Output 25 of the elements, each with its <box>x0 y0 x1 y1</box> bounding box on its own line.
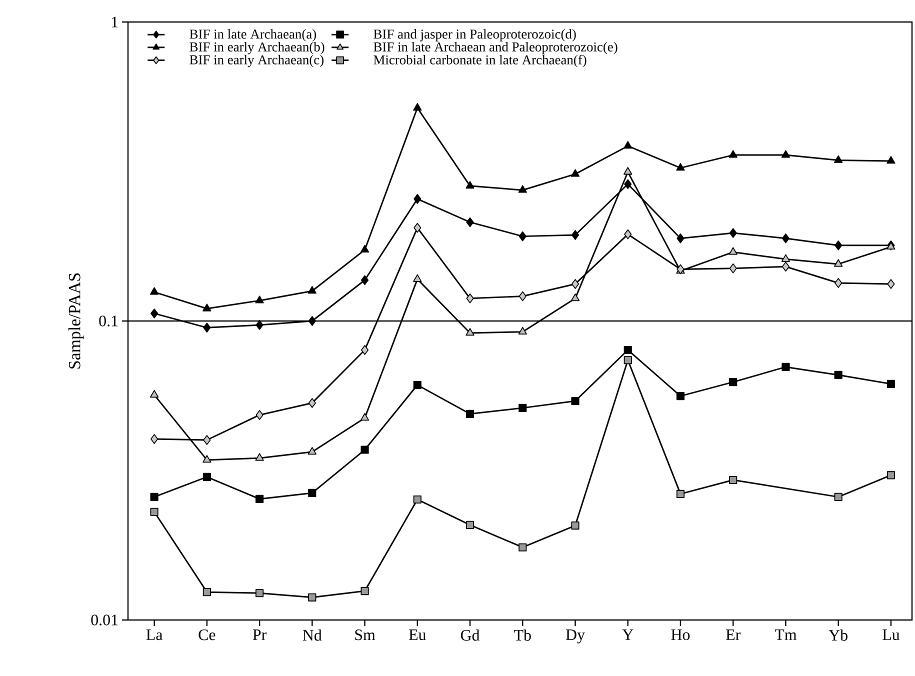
y-tick-label: 0.1 <box>99 316 118 326</box>
x-tick-label: Er <box>726 629 740 640</box>
x-tick-label: Nd <box>302 629 322 641</box>
legend-label: Microbial carbonate in late Archaean(f) <box>374 54 586 68</box>
x-tick-label: Yb <box>828 629 848 641</box>
x-tick-label: Eu <box>409 629 426 640</box>
x-tick-label: Ce <box>198 630 216 640</box>
x-tick-label: Pr <box>252 629 266 640</box>
x-tick-label: Sm <box>355 630 376 640</box>
x-tick-label: Tb <box>514 629 531 641</box>
legend-label: BIF in early Archaean(b) <box>190 42 324 54</box>
x-tick-label: Y <box>622 629 634 640</box>
x-tick-label: La <box>146 629 163 640</box>
x-tick-label: Gd <box>460 629 480 641</box>
legend-label: BIF and jasper in Paleoproterozoic(d) <box>374 29 576 42</box>
legend-label: BIF in late Archaean(a) <box>190 29 316 42</box>
y-axis-title: Sample/PAAS <box>68 273 84 368</box>
x-tick-label: Ho <box>671 629 690 640</box>
y-tick-label: 0.01 <box>91 614 118 626</box>
legend-label: BIF in late Archaean and Paleoproterozoic(e) <box>374 42 618 54</box>
x-tick-label: Dy <box>566 629 585 644</box>
x-tick-label: Lu <box>882 629 900 640</box>
y-tick-label: 1 <box>112 16 118 28</box>
legend-label: BIF in early Archaean(c) <box>190 54 324 68</box>
x-tick-label: Tm <box>774 629 797 640</box>
